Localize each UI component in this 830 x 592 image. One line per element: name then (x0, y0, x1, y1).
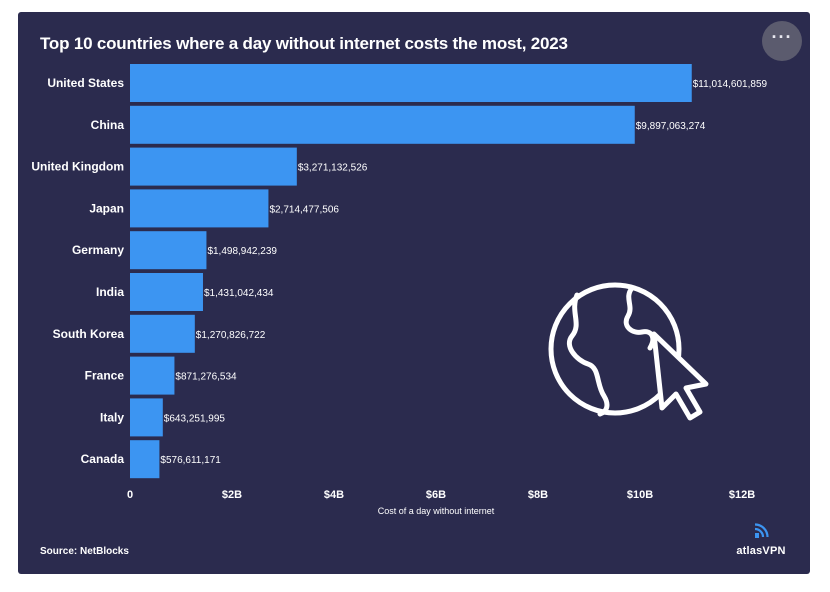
bar-8 (130, 398, 163, 437)
x-tick-label-5: $10B (627, 489, 653, 501)
bar-5 (130, 273, 203, 311)
category-label-0: United States (47, 76, 124, 90)
category-label-4: Germany (72, 243, 124, 257)
value-label-6: $1,270,826,722 (196, 330, 266, 341)
bar-0 (130, 64, 692, 102)
category-label-3: Japan (89, 201, 124, 215)
value-label-8: $643,251,995 (164, 413, 226, 424)
x-tick-label-0: 0 (127, 489, 133, 501)
bar-3 (130, 189, 269, 228)
value-label-5: $1,431,042,434 (204, 288, 274, 299)
bar-6 (130, 314, 195, 353)
category-label-6: South Korea (53, 327, 125, 341)
brand-name: atlasVPN (736, 545, 786, 557)
value-label-7: $871,276,534 (175, 372, 237, 383)
category-label-7: France (85, 369, 125, 383)
value-label-1: $9,897,063,274 (636, 121, 706, 132)
bar-4 (130, 231, 207, 270)
bar-9 (130, 440, 160, 479)
value-label-0: $11,014,601,859 (693, 79, 768, 90)
chart-title: Top 10 countries where a day without int… (40, 34, 568, 53)
bar-7 (130, 356, 175, 395)
atlasvpn-logo-icon (754, 523, 769, 538)
more-horizontal-icon: ··· (771, 27, 793, 47)
globe-with-cursor-icon (548, 282, 709, 421)
value-label-4: $1,498,942,239 (207, 246, 277, 257)
value-label-9: $576,611,171 (160, 455, 221, 466)
bar-1 (130, 105, 635, 144)
category-label-2: United Kingdom (31, 160, 124, 174)
x-tick-label-4: $8B (528, 489, 548, 501)
bar-2 (130, 147, 297, 186)
category-label-8: Italy (100, 410, 124, 424)
category-label-1: China (91, 118, 125, 132)
brand-logo: atlasVPN (726, 523, 796, 559)
x-tick-label-1: $2B (222, 489, 242, 501)
value-label-3: $2,714,477,506 (269, 204, 339, 215)
x-tick-label-3: $6B (426, 489, 446, 501)
x-axis-title: Cost of a day without internet (378, 506, 495, 516)
value-label-2: $3,271,132,526 (298, 163, 368, 174)
source-note: Source: NetBlocks (40, 546, 129, 557)
more-options-button[interactable]: ··· (762, 21, 802, 61)
x-tick-label-6: $12B (729, 489, 755, 501)
category-label-9: Canada (81, 452, 125, 466)
category-label-5: India (96, 285, 124, 299)
x-tick-label-2: $4B (324, 489, 344, 501)
